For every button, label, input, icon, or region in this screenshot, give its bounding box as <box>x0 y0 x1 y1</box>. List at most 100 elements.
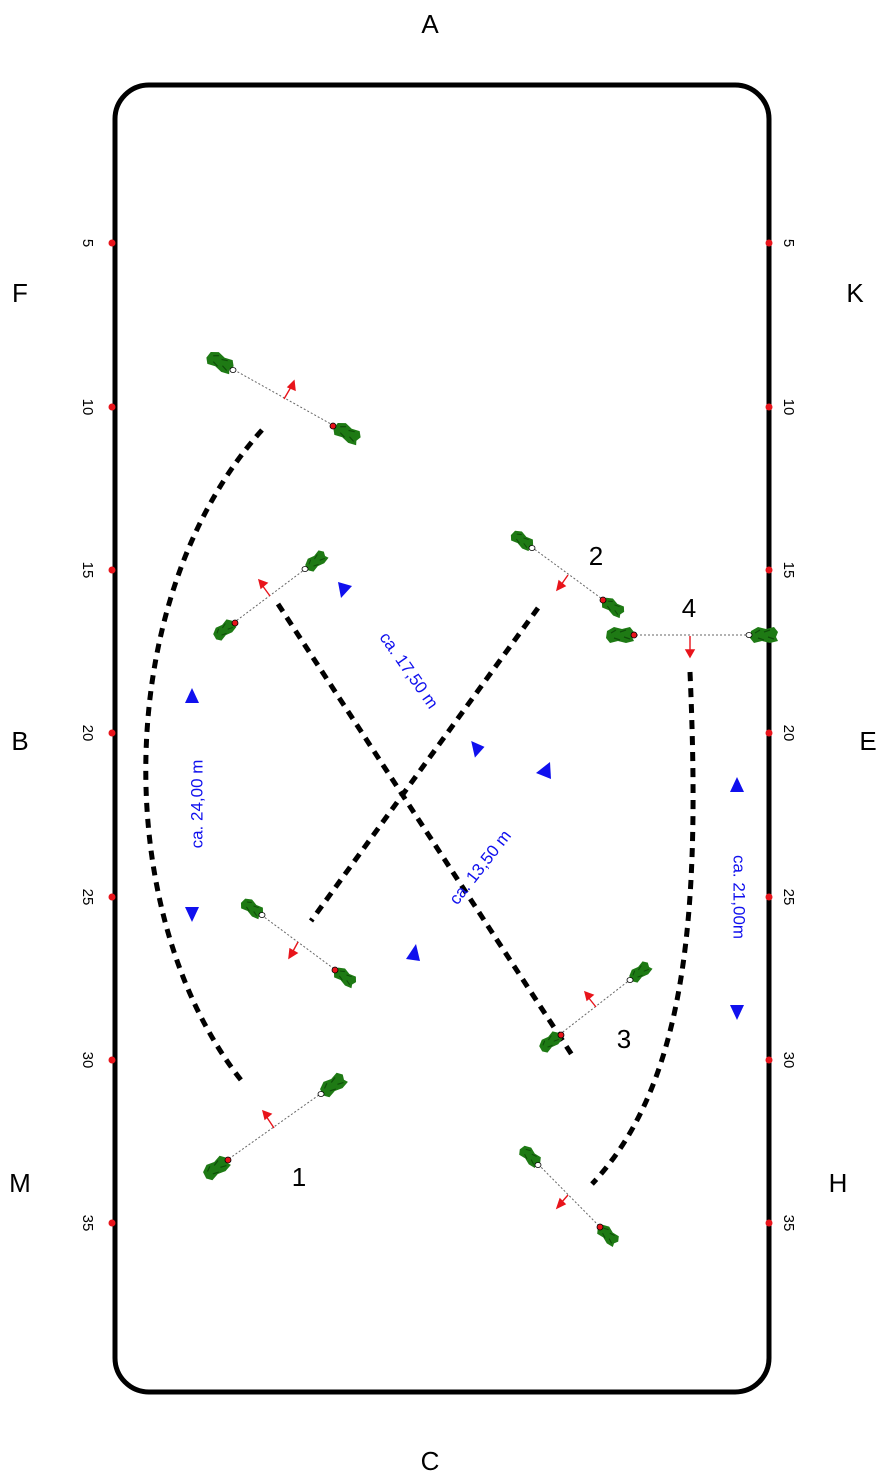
jump-pole-end <box>231 619 239 627</box>
jump <box>516 1142 622 1249</box>
distance-label: ca. 21,00m <box>730 855 749 939</box>
jump <box>209 547 331 644</box>
meter-dot <box>765 239 773 247</box>
meter-dot <box>765 1219 773 1227</box>
jump <box>605 626 779 659</box>
jump-pole <box>215 1084 334 1169</box>
meter-label: 30 <box>780 1052 797 1069</box>
jump-pole-end <box>301 566 309 572</box>
jump-pole-end <box>630 631 638 639</box>
meter-markers-right: 5 10 15 20 25 30 35 <box>765 239 797 1232</box>
meter-markers-left: 5 10 15 20 25 30 35 <box>79 239 116 1232</box>
meter-label: 30 <box>79 1052 96 1069</box>
meter-dot <box>765 1056 773 1064</box>
meter-label: 20 <box>780 725 797 742</box>
jump-wing-icon <box>605 626 635 644</box>
meter-dot <box>108 1219 116 1227</box>
meter-dot <box>108 566 116 574</box>
jump-pole-end <box>557 1031 565 1039</box>
meter-dot <box>765 403 773 411</box>
jump-pole-end <box>329 422 337 430</box>
jump-direction-arrow-icon <box>583 990 597 1008</box>
meter-dot <box>765 729 773 737</box>
track-diagonal-2 <box>308 606 541 923</box>
meter-dot <box>765 893 773 901</box>
meter-dot <box>108 729 116 737</box>
jump-pole-end <box>528 545 536 551</box>
jump-pole <box>219 361 348 434</box>
letter-bottom: C <box>421 1446 440 1474</box>
jump-direction-arrow-icon <box>684 636 696 659</box>
riding-direction-icon <box>338 582 352 598</box>
jump-pole-end <box>229 367 237 373</box>
letter-left-3: M <box>9 1168 31 1198</box>
fence-number: 1 <box>292 1162 306 1192</box>
riding-direction-icon <box>185 688 199 703</box>
jump-pole-end <box>224 1156 232 1164</box>
track-right-arc <box>590 671 696 1186</box>
riding-direction-icon <box>730 777 744 792</box>
jump-wing-icon <box>749 626 779 644</box>
meter-label: 20 <box>79 725 96 742</box>
jump-direction-arrow-icon <box>555 574 569 592</box>
jump <box>535 958 655 1056</box>
jump-wing-icon <box>330 418 364 448</box>
jump-pole <box>549 971 641 1043</box>
meter-label: 10 <box>79 399 96 416</box>
riding-direction-markers <box>185 582 744 1020</box>
meter-dot <box>765 566 773 574</box>
meter-dot <box>108 893 116 901</box>
letter-top: A <box>421 9 439 39</box>
meter-label: 35 <box>79 1215 96 1232</box>
letter-left-2: B <box>11 726 28 756</box>
meter-label: 10 <box>780 399 797 416</box>
track-left-arc <box>143 428 264 1087</box>
jump-pole-end <box>331 966 339 974</box>
jump-direction-arrow-icon <box>261 1109 275 1129</box>
fence-number: 2 <box>589 541 603 571</box>
jump-pole-end <box>596 1223 604 1231</box>
jump-pole-end <box>317 1091 325 1097</box>
letter-right-1: K <box>846 278 864 308</box>
letter-right-3: H <box>829 1168 848 1198</box>
jump-pole-end <box>626 977 634 983</box>
jump <box>203 347 364 448</box>
distance-label: ca. 13,50 m <box>445 827 515 909</box>
distance-label: ca. 17,50 m <box>376 629 443 713</box>
meter-label: 25 <box>780 889 797 906</box>
fence-number: 3 <box>617 1024 631 1054</box>
meter-label: 5 <box>780 239 797 247</box>
riding-direction-icon <box>471 740 485 758</box>
riding-direction-icon <box>406 944 420 961</box>
riding-direction-icon <box>730 1005 744 1020</box>
jump-direction-arrow-icon <box>283 379 296 400</box>
arena-outline <box>112 82 772 1395</box>
meter-label: 15 <box>780 562 797 579</box>
track-lines <box>143 428 696 1186</box>
jump-direction-arrow-icon <box>257 578 271 597</box>
meter-label: 5 <box>79 239 96 247</box>
riding-direction-icon <box>185 907 199 922</box>
riding-direction-icon <box>536 762 551 779</box>
jump-pole-end <box>745 632 753 638</box>
jump <box>237 894 360 991</box>
meter-label: 25 <box>79 889 96 906</box>
meter-label: 15 <box>79 562 96 579</box>
meter-dot <box>108 239 116 247</box>
jump-pole-end <box>258 912 266 918</box>
jump-direction-arrow-icon <box>555 1194 569 1210</box>
meter-label: 35 <box>780 1215 797 1232</box>
letter-left-1: F <box>12 278 28 308</box>
meter-dot <box>108 403 116 411</box>
letter-right-2: E <box>859 726 876 756</box>
jump <box>507 526 628 621</box>
jump-pole <box>521 539 614 608</box>
jump-pole <box>529 1155 609 1236</box>
jump-pole-end <box>534 1162 542 1168</box>
meter-dot <box>108 1056 116 1064</box>
jump <box>199 1069 350 1184</box>
track-diagonal-1 <box>275 602 575 1057</box>
jump-direction-arrow-icon <box>288 941 299 960</box>
fence-number: 4 <box>682 593 696 623</box>
